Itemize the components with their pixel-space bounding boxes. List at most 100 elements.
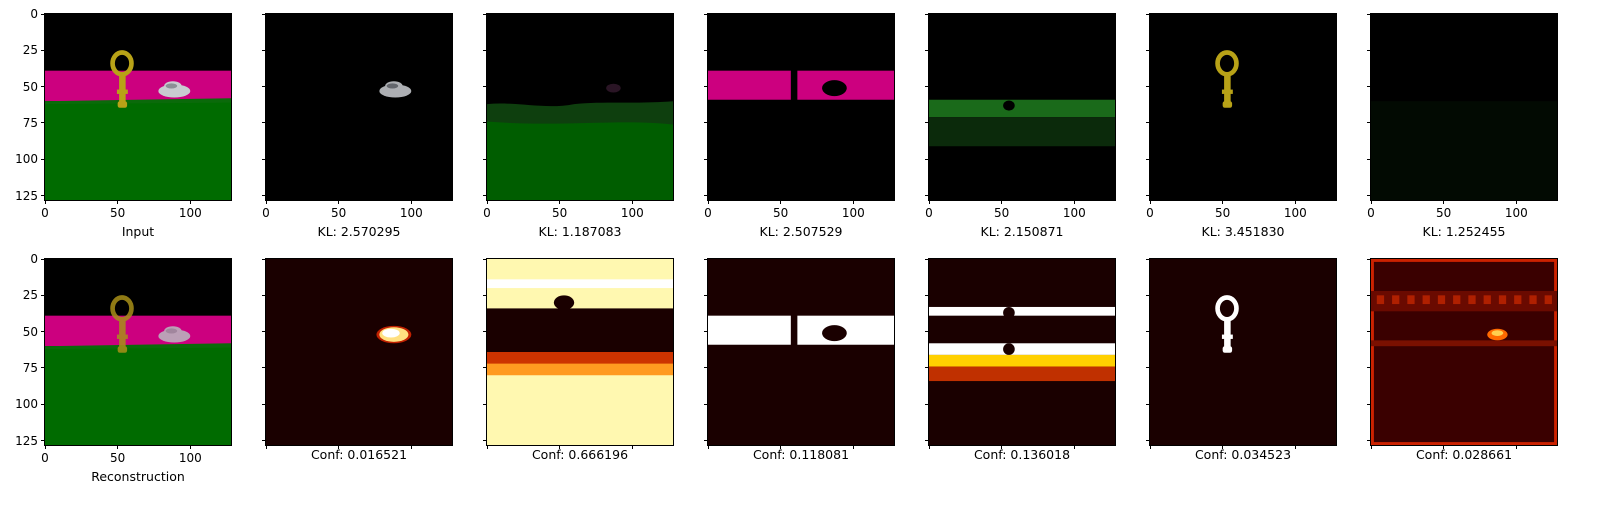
- image-panel-r1-c4: [707, 13, 895, 201]
- panel-image: [266, 259, 452, 445]
- x-tick-label: 0: [925, 206, 933, 220]
- panel-caption: KL: 3.451830: [1201, 224, 1285, 239]
- y-tick-mark: [262, 440, 266, 442]
- y-tick-mark: [41, 122, 45, 124]
- y-tick-mark: [483, 440, 487, 442]
- y-tick-mark: [483, 86, 487, 88]
- y-tick-mark: [925, 13, 929, 15]
- y-tick-label: 0: [30, 7, 38, 21]
- y-tick-label: 0: [30, 252, 38, 266]
- x-tick-label: 0: [1146, 206, 1154, 220]
- y-tick-mark: [262, 158, 266, 160]
- y-tick-mark: [704, 13, 708, 15]
- y-tick-mark: [1367, 403, 1371, 405]
- y-tick-mark: [704, 195, 708, 197]
- x-tick-mark: [44, 445, 46, 449]
- y-tick-mark: [1367, 258, 1371, 260]
- mask-spot: [1453, 295, 1461, 305]
- mask-bg: [1150, 259, 1336, 445]
- x-tick-mark: [559, 200, 561, 204]
- x-tick-label: 100: [399, 206, 423, 220]
- y-tick-mark: [262, 122, 266, 124]
- mask-spot: [1468, 295, 1476, 305]
- y-tick-mark: [1367, 195, 1371, 197]
- key-tooth: [116, 334, 128, 339]
- wall-band: [45, 315, 231, 347]
- key-shape: [110, 295, 134, 353]
- y-tick-mark: [1146, 367, 1150, 369]
- background: [266, 14, 452, 200]
- x-tick-label: 0: [41, 451, 49, 465]
- y-tick-mark: [925, 294, 929, 296]
- panel-caption: Conf: 0.118081: [752, 447, 850, 462]
- y-tick-mark: [262, 403, 266, 405]
- key-tooth: [116, 89, 128, 94]
- panel-caption: KL: 2.507529: [759, 224, 843, 239]
- y-tick-mark: [1146, 122, 1150, 124]
- x-tick-mark: [852, 200, 854, 204]
- floor-slot: [487, 121, 673, 200]
- y-tick-label: 100: [15, 397, 38, 412]
- panel-caption: Conf: 0.034523: [1194, 447, 1292, 462]
- panel-image: [45, 14, 231, 200]
- x-tick-mark: [707, 445, 709, 449]
- x-tick-label: 0: [483, 206, 491, 220]
- wall-slot: [708, 70, 894, 100]
- y-tick-label: 25: [22, 43, 38, 58]
- y-tick-mark: [41, 367, 45, 369]
- y-tick-mark: [483, 195, 487, 197]
- faint-car-blob: [606, 83, 621, 93]
- empty-faint: [1371, 101, 1557, 200]
- y-tick-mark: [483, 258, 487, 260]
- mask-bg: [266, 259, 452, 445]
- panel-image: [1371, 259, 1557, 445]
- panel-caption: Conf: 0.136018: [973, 447, 1071, 462]
- y-tick-label: 100: [15, 152, 38, 167]
- x-tick-mark: [486, 200, 488, 204]
- y-tick-mark: [925, 49, 929, 51]
- y-tick-mark: [1367, 331, 1371, 333]
- y-tick-mark: [41, 403, 45, 405]
- y-tick-mark: [262, 294, 266, 296]
- mask-lower-red: [929, 366, 1115, 382]
- x-tick-mark: [928, 200, 930, 204]
- x-tick-mark: [1443, 200, 1445, 204]
- background: [1150, 14, 1336, 200]
- key-tooth: [1221, 334, 1233, 339]
- y-tick-mark: [704, 294, 708, 296]
- car-window: [165, 328, 178, 334]
- y-tick-mark: [483, 122, 487, 124]
- image-panel-r2-c2: [265, 258, 453, 446]
- background: [708, 14, 894, 200]
- mask-car-hole: [822, 325, 847, 342]
- y-tick-label: 125: [15, 433, 38, 448]
- y-tick-mark: [483, 331, 487, 333]
- y-tick-mark: [262, 258, 266, 260]
- panel-caption: Conf: 0.028661: [1415, 447, 1513, 462]
- panel-image: [1371, 14, 1557, 200]
- y-tick-mark: [704, 367, 708, 369]
- x-tick-mark: [44, 200, 46, 204]
- x-tick-mark: [1222, 200, 1224, 204]
- x-tick-mark: [189, 445, 191, 449]
- x-tick-mark: [338, 445, 340, 449]
- x-tick-label: 100: [178, 206, 202, 220]
- mask-upper-line: [929, 306, 1115, 316]
- image-panel-r1-c1: [44, 13, 232, 201]
- y-tick-mark: [262, 49, 266, 51]
- y-tick-mark: [1146, 440, 1150, 442]
- y-tick-label: 50: [22, 324, 38, 339]
- mask-spot: [1514, 295, 1522, 305]
- x-tick-mark: [852, 445, 854, 449]
- x-tick-label: 50: [110, 451, 126, 465]
- x-tick-mark: [1443, 445, 1445, 449]
- y-tick-mark: [1367, 158, 1371, 160]
- floor-slot-top: [487, 101, 673, 125]
- mask-wall-band: [708, 315, 894, 345]
- mask-spot: [1407, 295, 1415, 305]
- key-shape: [1215, 295, 1239, 353]
- x-tick-label: 0: [262, 206, 270, 220]
- panel-image: [708, 14, 894, 200]
- y-tick-mark: [704, 158, 708, 160]
- y-tick-mark: [262, 195, 266, 197]
